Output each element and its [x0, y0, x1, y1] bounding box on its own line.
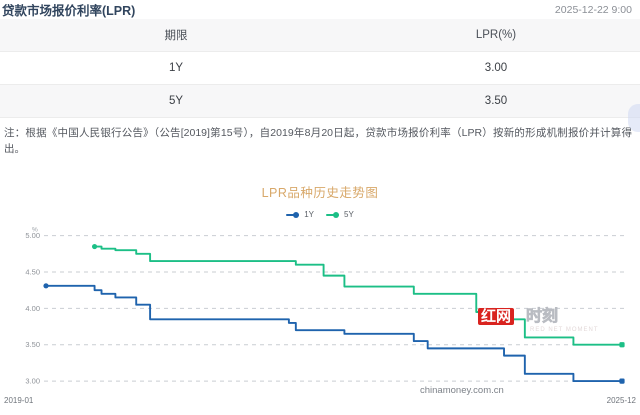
- column-header-term: 期限: [164, 30, 188, 42]
- cell-term: 1Y: [168, 62, 184, 74]
- cell-term: 5Y: [168, 95, 184, 107]
- cell-value: 3.00: [484, 62, 508, 74]
- legend-dot-swatch: [333, 211, 339, 218]
- publish-timestamp: 2025-12-22 9:00: [554, 3, 632, 16]
- edge-slider-handle[interactable]: [628, 104, 640, 132]
- legend-line-swatch: [326, 213, 339, 216]
- chart-legend: 1Y 5Y: [0, 210, 640, 219]
- svg-text:%: %: [32, 227, 38, 234]
- chinamoney-source-watermark: chinamoney.com.cn: [420, 385, 504, 396]
- table-row: 5Y 3.50: [0, 85, 640, 118]
- svg-text:3.50: 3.50: [25, 340, 40, 349]
- svg-text:5.00: 5.00: [25, 231, 40, 240]
- legend-label: 5Y: [344, 210, 354, 219]
- svg-text:3.00: 3.00: [25, 377, 40, 386]
- page-title: 贷款市场报价利率(LPR): [2, 4, 136, 18]
- table-row: 1Y 3.00: [0, 52, 640, 85]
- legend-line-swatch: [286, 213, 300, 216]
- table-header-row: 期限 LPR(%): [0, 19, 640, 52]
- chart-svg: 3.00 3.50 4.00 4.50 5.00%: [25, 227, 626, 386]
- page-header: 贷款市场报价利率(LPR) 2025-12-22 9:00: [0, 0, 640, 19]
- footnote: 注：根据《中国人民银行公告》（公告[2019]第15号），自2019年8月20日…: [4, 127, 632, 155]
- svg-text:4.00: 4.00: [25, 304, 40, 313]
- legend-dot-swatch: [293, 211, 300, 218]
- x-axis-tick-start: 2019-01: [4, 396, 34, 405]
- chart-title: LPR品种历史走势图: [261, 186, 379, 200]
- chart-plot-area: 3.00 3.50 4.00 4.50 5.00%: [0, 224, 640, 415]
- lpr-trend-chart: LPR品种历史走势图 1Y 5Y 3.00 3.50 4.00 4.50 5.00%: [0, 178, 640, 415]
- column-header-lpr: LPR(%): [475, 29, 517, 41]
- lpr-table: 期限 LPR(%) 1Y 3.00 5Y 3.50: [0, 19, 640, 118]
- legend-item-1y[interactable]: 1Y: [286, 210, 314, 219]
- legend-label: 1Y: [304, 210, 314, 219]
- cell-value: 3.50: [484, 95, 508, 107]
- svg-text:4.50: 4.50: [25, 268, 40, 277]
- x-axis-tick-end: 2025-12: [606, 396, 636, 405]
- legend-item-5y[interactable]: 5Y: [326, 210, 354, 219]
